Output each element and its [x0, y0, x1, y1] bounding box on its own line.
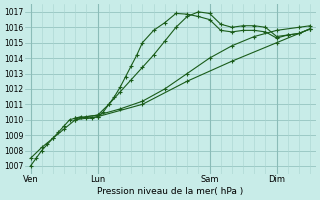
X-axis label: Pression niveau de la mer( hPa ): Pression niveau de la mer( hPa ): [97, 187, 244, 196]
